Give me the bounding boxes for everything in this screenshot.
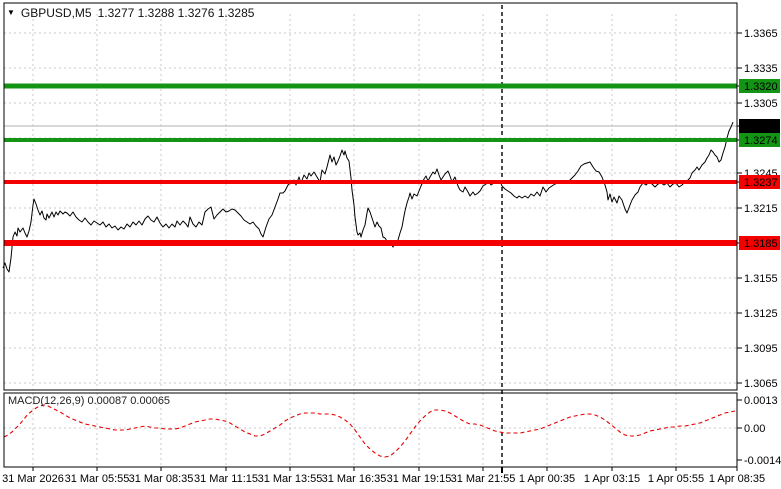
price-axis-label: 1.3185 xyxy=(744,238,778,250)
price-badge-red xyxy=(739,236,780,250)
support-resistance-lines[interactable] xyxy=(4,83,737,246)
macd-axis-label: 0.00 xyxy=(744,423,765,435)
price-axis-label: 1.3215 xyxy=(744,203,778,215)
price-axis-label: 1.3365 xyxy=(744,28,778,40)
macd-axis[interactable]: 0.0013 0.00 -0.00141 xyxy=(737,395,781,467)
time-axis-label: 31 Mar 16:35 xyxy=(322,473,387,485)
symbol-period-label: GBPUSD,M5 xyxy=(20,6,92,20)
macd-signal-line xyxy=(3,404,736,458)
time-axis[interactable]: 31 Mar 2026 31 Mar 05:55 31 Mar 08:35 31 Ma… xyxy=(2,467,765,485)
price-axis[interactable]: 1.3365 1.3335 1.3320 1.3305 1.3285 1.3274 1.32… xyxy=(737,28,780,390)
time-axis-label: 1 Apr 00:35 xyxy=(519,473,575,485)
macd-axis-label: -0.00141 xyxy=(744,455,781,467)
price-badge-black xyxy=(739,119,780,133)
price-axis-label: 1.3237 xyxy=(744,177,778,189)
macd-indicator xyxy=(3,404,736,458)
panel-borders xyxy=(3,2,738,468)
time-axis-label: 1 Apr 08:35 xyxy=(709,473,765,485)
price-axis-label: 1.3065 xyxy=(744,378,778,390)
time-axis-label: 1 Apr 05:55 xyxy=(648,473,704,485)
macd-axis-label: 0.0013 xyxy=(744,395,778,407)
price-line xyxy=(2,121,734,273)
time-axis-label: 31 Mar 2026 xyxy=(2,473,64,485)
time-axis-label: 31 Mar 19:15 xyxy=(387,473,452,485)
price-axis-label: 1.3274 xyxy=(744,135,778,147)
price-badge-red xyxy=(739,175,780,189)
time-axis-label: 31 Mar 21:55 xyxy=(451,473,516,485)
main-panel-border xyxy=(3,2,738,391)
chart-menu-arrow-icon[interactable]: ▼ xyxy=(7,8,15,17)
chart-title: ▼ GBPUSD,M5 1.3277 1.3288 1.3276 1.3285 xyxy=(7,6,254,20)
time-axis-label: 31 Mar 11:15 xyxy=(194,473,258,485)
macd-panel-border xyxy=(3,392,738,468)
price-line-series xyxy=(2,121,734,273)
price-axis-label: 1.3285 xyxy=(744,121,778,133)
macd-indicator-label: MACD(12,26,9) 0.00087 0.00065 xyxy=(8,395,171,407)
time-axis-label: 31 Mar 05:55 xyxy=(65,473,130,485)
price-badge-green xyxy=(739,133,780,147)
time-axis-label: 31 Mar 08:35 xyxy=(129,473,194,485)
ohlc-quotes: 1.3277 1.3288 1.3276 1.3285 xyxy=(97,6,255,20)
price-axis-label: 1.3155 xyxy=(744,273,778,285)
price-axis-label: 1.3320 xyxy=(744,81,778,93)
price-axis-label: 1.3125 xyxy=(744,308,778,320)
price-axis-label: 1.3095 xyxy=(744,343,778,355)
time-axis-label: 1 Apr 03:15 xyxy=(584,473,640,485)
price-axis-label: 1.3335 xyxy=(744,63,778,75)
price-badge-green xyxy=(739,79,780,93)
time-axis-label: 31 Mar 13:55 xyxy=(258,473,323,485)
price-axis-label: 1.3305 xyxy=(744,98,778,110)
